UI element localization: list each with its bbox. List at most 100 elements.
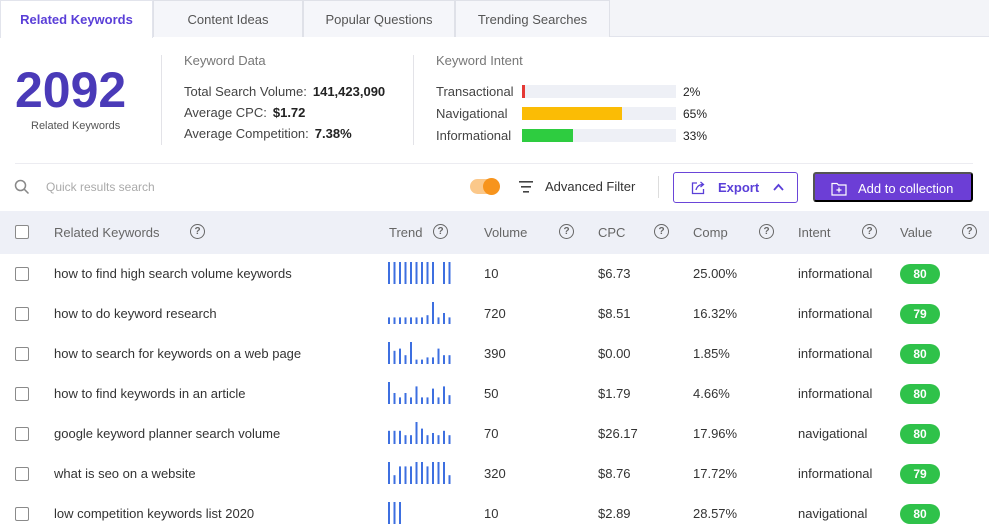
volume-value: 390 — [484, 346, 506, 361]
trend-bar — [426, 357, 429, 364]
intent-label: Transactional — [436, 84, 514, 99]
trend-bar — [443, 462, 445, 484]
value-badge: 80 — [900, 424, 940, 444]
cpc-value: $26.17 — [598, 426, 638, 441]
table-row[interactable]: how to find keywords in an article 50 $1.7… — [0, 374, 989, 414]
trend-bar — [393, 502, 396, 524]
help-icon[interactable]: ? — [962, 224, 977, 239]
intent-value: navigational — [798, 426, 868, 441]
row-checkbox[interactable] — [15, 267, 29, 281]
trend-bar — [399, 502, 401, 524]
tab-trending-searches[interactable]: Trending Searches — [455, 0, 610, 37]
average-cpc-row: Average CPC: $1.72 — [184, 105, 305, 120]
trend-bar — [426, 397, 429, 404]
trend-bar — [448, 317, 451, 324]
row-checkbox[interactable] — [15, 507, 29, 521]
trend-bar — [393, 393, 396, 404]
cpc-value: $8.76 — [598, 466, 631, 481]
tab-label: Trending Searches — [477, 11, 588, 27]
trend-bar — [410, 466, 412, 484]
quick-search-input[interactable] — [46, 178, 346, 196]
table-header: Related Keywords ? Trend ? Volume ? CPC … — [0, 211, 989, 254]
help-icon[interactable]: ? — [654, 224, 669, 239]
intent-bar-fill — [522, 129, 573, 142]
separator — [15, 163, 973, 164]
average-competition-row: Average Competition: 7.38% — [184, 126, 352, 141]
column-header-trend[interactable]: Trend — [389, 225, 423, 240]
tab-label: Popular Questions — [325, 11, 433, 27]
trend-bar — [410, 262, 412, 284]
column-header-keyword[interactable]: Related Keywords — [54, 225, 160, 240]
trend-sparkline — [388, 262, 451, 284]
row-checkbox[interactable] — [15, 307, 29, 321]
trend-bar — [404, 466, 407, 484]
trend-bar — [432, 302, 434, 324]
intent-value: informational — [798, 266, 873, 281]
keyword-link[interactable]: low competition keywords list 2020 — [54, 506, 255, 521]
row-checkbox[interactable] — [15, 467, 29, 481]
row-checkbox[interactable] — [15, 387, 29, 401]
keyword-link[interactable]: how to do keyword research — [54, 306, 217, 321]
column-header-cpc[interactable]: CPC — [598, 225, 626, 240]
competition-value: 17.72% — [693, 466, 738, 481]
trend-bar — [404, 317, 407, 324]
value-badge: 80 — [900, 384, 940, 404]
trend-bar — [421, 262, 423, 284]
tab-related-keywords[interactable]: Related Keywords — [0, 0, 153, 38]
keyword-link[interactable]: how to find keywords in an article — [54, 386, 246, 401]
select-all-checkbox[interactable] — [15, 225, 29, 239]
trend-bar — [448, 262, 451, 284]
cpc-value: $8.51 — [598, 306, 631, 321]
table-row[interactable]: how to find high search volume keywords 1… — [0, 254, 989, 294]
average-cpc-label: Average CPC: — [184, 105, 267, 120]
trend-bar — [448, 355, 451, 364]
trend-sparkline — [388, 342, 451, 364]
column-header-value[interactable]: Value — [900, 225, 933, 240]
tab-label: Content Ideas — [187, 11, 269, 27]
advanced-filter-button[interactable]: Advanced Filter — [545, 179, 636, 194]
trend-bar — [415, 462, 418, 484]
value-badge: 79 — [900, 304, 940, 324]
table-row[interactable]: how to search for keywords on a web page… — [0, 334, 989, 374]
average-competition-label: Average Competition: — [184, 126, 309, 141]
help-icon[interactable]: ? — [190, 224, 205, 239]
export-button[interactable]: Export — [673, 172, 798, 203]
column-header-comp[interactable]: Comp — [693, 225, 728, 240]
trend-bar — [388, 317, 390, 324]
total-search-volume-label: Total Search Volume: — [184, 84, 307, 99]
trend-bar — [404, 355, 407, 364]
keyword-intent-title: Keyword Intent — [436, 53, 523, 68]
trend-bar — [437, 462, 440, 484]
row-checkbox[interactable] — [15, 347, 29, 361]
trend-bar — [415, 386, 418, 404]
tab-popular-questions[interactable]: Popular Questions — [303, 0, 455, 37]
column-header-intent[interactable]: Intent — [798, 225, 831, 240]
keyword-link[interactable]: how to find high search volume keywords — [54, 266, 292, 281]
intent-bar-fill — [522, 85, 525, 98]
add-to-collection-button[interactable]: Add to collection — [813, 172, 973, 202]
tab-content-ideas[interactable]: Content Ideas — [153, 0, 303, 37]
help-icon[interactable]: ? — [862, 224, 877, 239]
trend-bar — [410, 435, 412, 444]
value-badge: 79 — [900, 464, 940, 484]
help-icon[interactable]: ? — [759, 224, 774, 239]
column-header-volume[interactable]: Volume — [484, 225, 528, 240]
keyword-link[interactable]: what is seo on a website — [54, 466, 196, 481]
trend-bar — [393, 262, 396, 284]
row-checkbox[interactable] — [15, 427, 29, 441]
help-icon[interactable]: ? — [433, 224, 448, 239]
table-row[interactable]: how to do keyword research 720 $8.51 16.32%… — [0, 294, 989, 334]
trend-bar — [399, 397, 401, 404]
trend-bar — [443, 430, 445, 444]
trend-bar — [421, 359, 423, 364]
table-row[interactable]: low competition keywords list 2020 10 $2.8… — [0, 494, 989, 532]
keyword-link[interactable]: how to search for keywords on a web page — [54, 346, 302, 361]
filter-toggle[interactable] — [470, 178, 500, 195]
table-row[interactable]: what is seo on a website 320 $8.76 17.72% in… — [0, 454, 989, 494]
trend-bar — [421, 462, 423, 484]
volume-value: 10 — [484, 506, 499, 521]
help-icon[interactable]: ? — [559, 224, 574, 239]
keyword-link[interactable]: google keyword planner search volume — [54, 426, 281, 441]
table-row[interactable]: google keyword planner search volume 70 $2… — [0, 414, 989, 454]
toggle-knob — [483, 178, 500, 195]
